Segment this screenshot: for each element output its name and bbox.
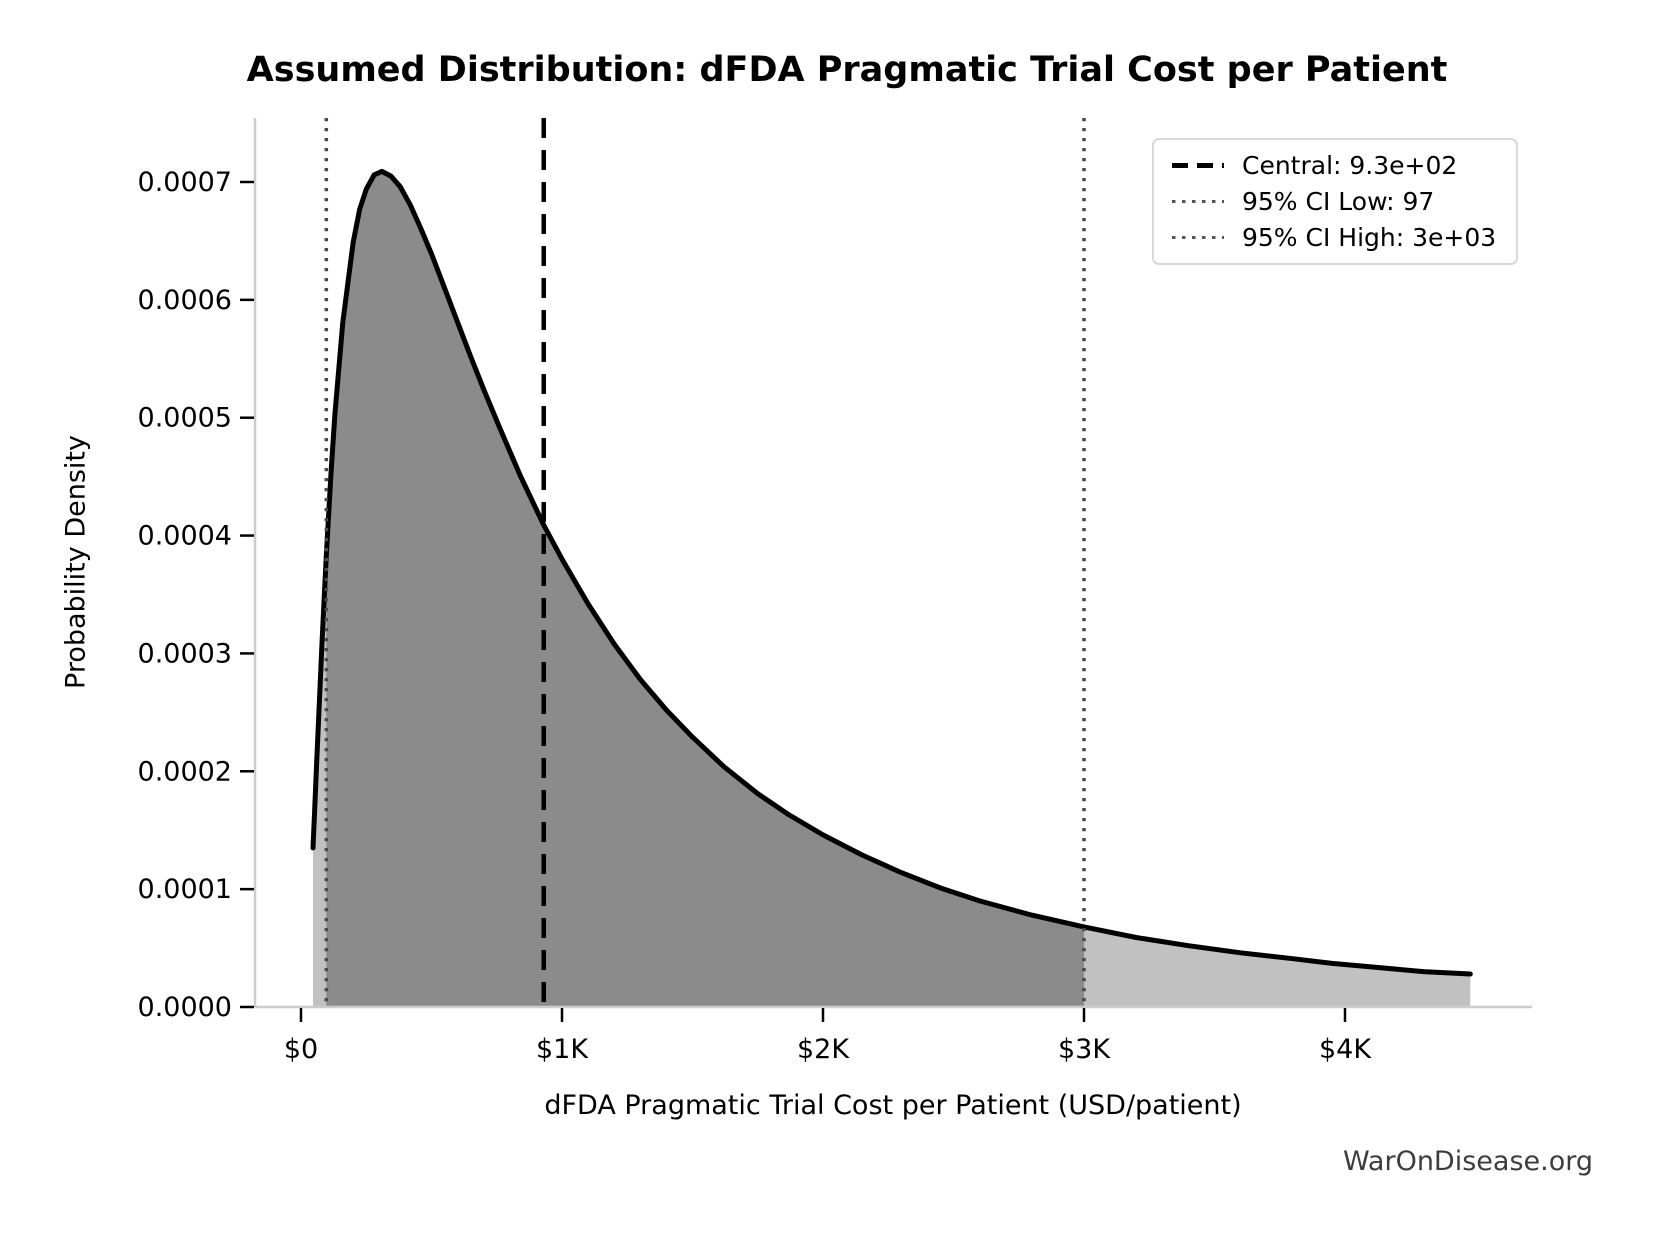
y-tick-label: 0.0007 [138, 167, 232, 198]
dotted-line-sample-low [1172, 199, 1224, 204]
legend-item-central: Central: 9.3e+02 [1172, 151, 1506, 180]
y-tick-label: 0.0003 [138, 638, 232, 669]
y-tick-label: 0.0000 [138, 992, 232, 1023]
legend-label-central: Central: 9.3e+02 [1242, 151, 1458, 180]
ci-region-fill [326, 171, 1084, 1007]
chart-title: Assumed Distribution: dFDA Pragmatic Tri… [246, 50, 1448, 90]
x-axis-label: dFDA Pragmatic Trial Cost per Patient (U… [544, 1090, 1242, 1121]
y-tick-label: 0.0001 [138, 874, 232, 905]
x-tick-label: $4K [1319, 1034, 1372, 1065]
density-curve [310, 168, 1473, 977]
dashed-line-sample [1172, 163, 1224, 168]
legend: Central: 9.3e+02 95% CI Low: 97 95% CI H… [1152, 138, 1518, 265]
x-tick-label: $0 [284, 1034, 318, 1065]
x-tick-label: $2K [797, 1034, 850, 1065]
dotted-line-sample-high [1172, 235, 1224, 240]
y-tick-label: 0.0006 [138, 285, 232, 316]
legend-label-ci-high: 95% CI High: 3e+03 [1242, 223, 1497, 252]
watermark: WarOnDisease.org [1342, 1146, 1593, 1177]
y-tick-label: 0.0005 [138, 403, 232, 434]
legend-item-ci-low: 95% CI Low: 97 [1172, 187, 1506, 216]
legend-item-ci-high: 95% CI High: 3e+03 [1172, 223, 1506, 252]
y-tick-label: 0.0004 [138, 521, 232, 552]
x-tick-label: $3K [1058, 1034, 1111, 1065]
x-tick-label: $1K [536, 1034, 589, 1065]
y-tick-label: 0.0002 [138, 756, 232, 787]
legend-label-ci-low: 95% CI Low: 97 [1242, 187, 1435, 216]
y-axis-label: Probability Density [60, 435, 92, 689]
